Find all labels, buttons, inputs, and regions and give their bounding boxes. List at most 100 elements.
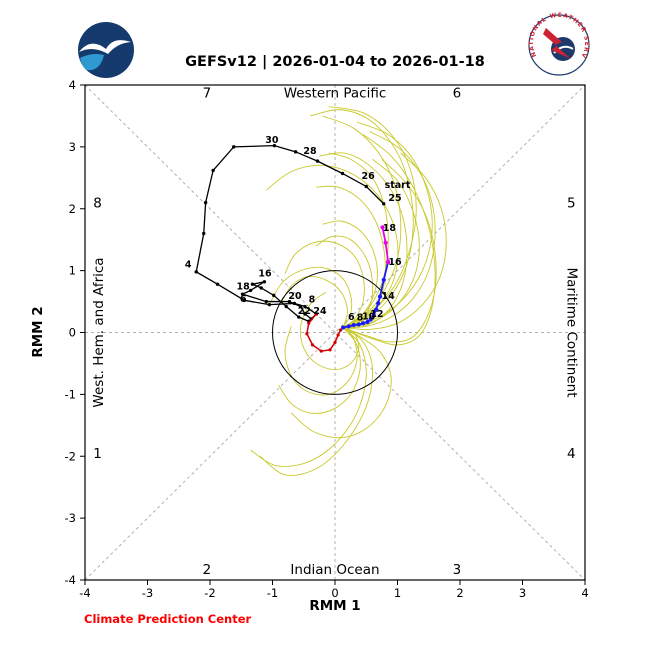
observed-trajectory-point <box>203 200 208 205</box>
y-tick-label: 1 <box>69 264 76 278</box>
forecast-mean-trajectory-point <box>361 321 366 326</box>
x-tick-label: 2 <box>456 586 463 600</box>
forecast-late-trajectory-point <box>386 259 391 265</box>
ensemble-member-path <box>342 134 436 346</box>
nws-logo: NATIONAL WEATHER SERVICE <box>526 12 590 76</box>
date-label: 14 <box>382 291 396 302</box>
observed-trajectory-point <box>284 304 288 309</box>
forecast-mean-trajectory-point <box>374 307 379 312</box>
observed-trajectory-point <box>267 302 272 307</box>
nws-logo-lightning-icon <box>543 28 571 59</box>
date-label: 12 <box>370 309 383 320</box>
forecast-mean-trajectory-point <box>351 322 356 328</box>
page-title: GEFSv12 | 2026-01-04 to 2026-01-18 <box>185 54 485 70</box>
ensemble-member-path <box>290 327 392 439</box>
observed-trajectory-point <box>242 298 247 303</box>
date-label: 16 <box>258 269 272 280</box>
observed-trajectory-point <box>297 315 301 319</box>
observed-trajectory-point <box>248 288 253 293</box>
forecast-mean-trajectory-point <box>368 317 373 322</box>
date-label: 30 <box>265 135 279 146</box>
observed-trajectory-point <box>211 168 215 173</box>
phase-number-label: 1 <box>93 446 102 462</box>
ensemble-member-path <box>316 185 386 328</box>
ensemble-member-path <box>343 131 436 328</box>
phase-number-label: 6 <box>453 85 462 101</box>
observed-recent-trajectory-point <box>310 343 315 347</box>
observed-trajectory-point <box>264 299 268 304</box>
forecast-mean-trajectory <box>341 259 391 330</box>
observed-trajectory-point <box>262 280 267 284</box>
observed-trajectory-point <box>303 304 307 309</box>
date-label: 10 <box>362 311 376 322</box>
noaa-logo-bird <box>79 40 131 54</box>
forecast-mean-trajectory-point <box>371 313 376 318</box>
ensemble-member-path <box>259 327 374 476</box>
observed-trajectory <box>194 143 386 324</box>
y-tick-label: -3 <box>65 511 76 525</box>
date-label: 22 <box>298 306 311 317</box>
forecast-mean-trajectory-point <box>376 301 381 306</box>
y-tick-label: 3 <box>69 140 76 154</box>
observed-recent-trajectory-point <box>336 333 340 337</box>
date-label: 8 <box>357 313 364 324</box>
observed-trajectory-point <box>287 299 292 304</box>
forecast-mean-trajectory-point <box>377 294 383 299</box>
ensemble-member-path <box>309 109 414 328</box>
phase-number-label: 8 <box>93 196 102 212</box>
date-label: 18 <box>383 223 397 234</box>
region-label: Indian Ocean <box>290 562 379 578</box>
x-tick-label: -1 <box>267 586 278 600</box>
y-tick-label: 4 <box>69 78 76 92</box>
noaa-logo <box>78 22 134 78</box>
ensemble-member-path <box>278 327 361 414</box>
x-tick-label: 0 <box>331 586 338 600</box>
forecast-late-trajectory <box>380 225 391 265</box>
phase-number-label: 2 <box>203 562 212 578</box>
date-label: 24 <box>313 306 327 317</box>
observed-trajectory-point <box>272 293 276 298</box>
observed-recent-trajectory-point <box>305 332 309 336</box>
date-label: 6 <box>240 294 247 305</box>
observed-recent-trajectory-line <box>306 313 344 352</box>
observed-trajectory-point <box>202 231 206 236</box>
y-tick-label: 2 <box>69 202 76 216</box>
y-tick-label: -1 <box>65 387 76 401</box>
ensemble-member-path <box>322 115 402 328</box>
x-tick-label: -3 <box>142 586 153 600</box>
forecast-late-trajectory-point <box>383 240 388 245</box>
forecast-mean-trajectory-point <box>381 277 386 283</box>
observed-trajectory-point <box>293 150 298 154</box>
x-tick-label: 1 <box>394 586 401 600</box>
date-label: start <box>385 180 411 191</box>
region-label: Maritime Continent <box>563 267 579 397</box>
observed-recent-trajectory-point <box>328 348 332 352</box>
forecast-late-trajectory-point <box>380 225 385 230</box>
ensemble-member-path <box>342 158 437 343</box>
date-label: 8 <box>309 295 316 306</box>
phase-number-label: 3 <box>453 562 462 578</box>
y-tick-label: -2 <box>65 449 76 463</box>
date-label: 28 <box>303 146 317 157</box>
ensemble-member-path <box>343 152 447 330</box>
observed-trajectory-point <box>259 286 263 290</box>
ensemble-member-path <box>284 326 358 396</box>
date-label: 6 <box>348 312 355 323</box>
observed-trajectory-point <box>272 143 277 148</box>
observed-trajectory-line <box>195 144 385 323</box>
phase-number-label: 7 <box>203 85 212 101</box>
phase-number-label: 5 <box>567 196 576 212</box>
ensemble-member-path <box>328 152 389 328</box>
date-label: 20 <box>288 291 302 302</box>
noaa-logo-sea <box>80 54 104 71</box>
observed-trajectory-point <box>315 159 320 163</box>
observed-trajectory-point <box>194 270 198 274</box>
observed-recent-trajectory-point <box>319 349 323 353</box>
observed-recent-trajectory-point <box>333 340 337 344</box>
x-tick-label: -2 <box>204 586 215 600</box>
observed-recent-trajectory-point <box>339 328 343 332</box>
observed-trajectory-point <box>240 292 245 296</box>
observed-trajectory-point <box>298 304 303 309</box>
observed-trajectory-point <box>303 312 307 316</box>
observed-trajectory-point <box>382 202 386 206</box>
